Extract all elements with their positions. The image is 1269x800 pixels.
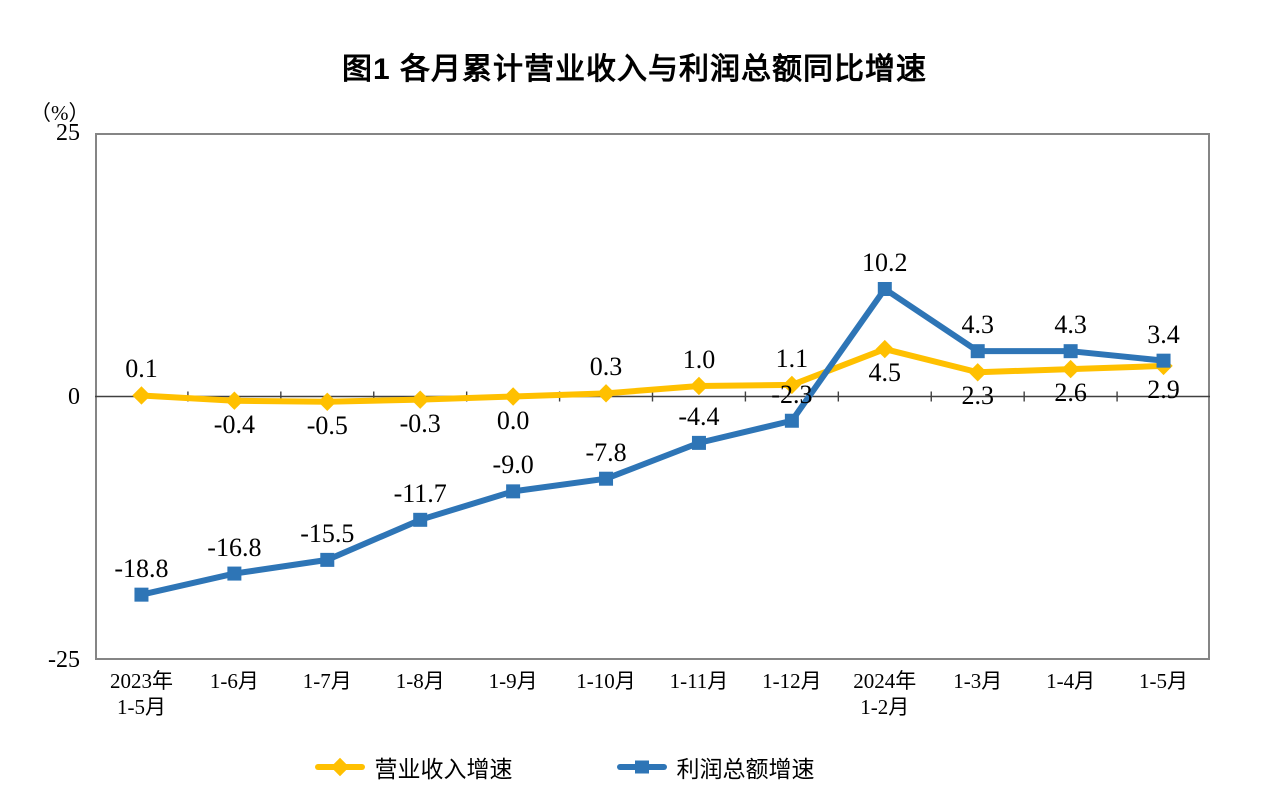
- diamond-marker-icon: [330, 757, 349, 777]
- revenue-data-label: 2.6: [1054, 378, 1087, 408]
- revenue-data-label: 0.3: [589, 352, 623, 382]
- profit-point-marker: [506, 484, 521, 499]
- profit-point-marker: [970, 344, 985, 359]
- x-axis-label: 1-5月: [1139, 669, 1189, 693]
- revenue-point-marker: [411, 390, 430, 409]
- profit-point-marker: [227, 566, 242, 581]
- profit-point-marker: [1063, 344, 1078, 359]
- chart-title: 图1 各月累计营业收入与利润总额同比增速: [341, 53, 928, 86]
- profit-point-marker: [320, 552, 335, 567]
- plot-area: 0.1 -0.4 -0.5 -0.3 0.0 0.3 1.0 1.1 4.5 2.3 2.6 2.9 -…: [95, 133, 1210, 660]
- legend-label-profit: 利润总额增速: [676, 757, 815, 782]
- x-axis-label: 1-7月: [302, 669, 352, 693]
- revenue-point-marker: [782, 375, 802, 395]
- revenue-point-marker: [503, 387, 523, 406]
- x-axis-label: 1-9月: [488, 669, 538, 693]
- y-axis-unit: （%）: [30, 101, 90, 125]
- profit-data-label: 3.4: [1147, 319, 1180, 349]
- revenue-data-label: 1.0: [682, 344, 716, 374]
- square-marker-icon: [634, 760, 649, 774]
- profit-point-marker: [784, 413, 799, 428]
- revenue-data-label: 2.3: [961, 381, 994, 411]
- revenue-data-label: -0.5: [306, 410, 348, 440]
- revenue-point-marker: [318, 392, 337, 411]
- x-axis-label: 1-11月: [669, 669, 729, 693]
- profit-data-label: 4.3: [1054, 310, 1087, 340]
- profit-point-marker: [691, 435, 706, 450]
- profit-data-label: -16.8: [207, 532, 262, 562]
- profit-data-label: -18.8: [114, 553, 169, 583]
- revenue-data-label: 4.5: [868, 358, 902, 388]
- legend-label-revenue: 营业收入增速: [374, 757, 513, 782]
- profit-data-label: -15.5: [300, 518, 355, 548]
- profit-point-marker: [413, 512, 428, 527]
- x-axis-label: 2023年 1-5月: [109, 669, 173, 719]
- profit-data-label: -11.7: [393, 478, 447, 508]
- revenue-point-marker: [689, 376, 709, 396]
- revenue-point-marker: [132, 386, 151, 405]
- profit-point-marker: [1156, 353, 1171, 368]
- legend-item-revenue: 营业收入增速: [314, 750, 513, 784]
- revenue-point-marker: [225, 391, 244, 410]
- profit-data-label: -2.3: [771, 379, 813, 409]
- legend-item-profit: 利润总额增速: [616, 750, 815, 784]
- revenue-data-label: 2.9: [1147, 374, 1180, 404]
- profit-data-label: -9.0: [492, 450, 534, 480]
- profit-line: [138, 285, 1167, 598]
- x-axis-label: 1-6月: [209, 669, 259, 693]
- revenue-data-label: -0.3: [399, 408, 441, 438]
- revenue-data-label: 0.0: [496, 405, 530, 435]
- revenue-point-marker: [596, 384, 616, 403]
- revenue-point-marker: [875, 339, 894, 359]
- revenue-point-marker: [1061, 359, 1080, 379]
- revenue-point-marker: [968, 363, 987, 382]
- revenue-data-label: 0.1: [125, 354, 158, 384]
- x-axis-label: 1-3月: [953, 669, 1003, 693]
- profit-data-label: -4.4: [678, 401, 720, 431]
- profit-data-label: 10.2: [862, 247, 908, 277]
- profit-point-marker: [599, 471, 614, 486]
- revenue-data-label: 1.1: [775, 343, 809, 373]
- profit-data-label: -7.8: [585, 437, 627, 467]
- profit-point-marker: [877, 281, 892, 296]
- profit-data-label: 4.3: [961, 310, 994, 340]
- x-axis-label: 1-4月: [1046, 669, 1096, 693]
- x-axis-label: 1-10月: [576, 669, 636, 693]
- x-axis-label: 2024年 1-2月: [853, 669, 917, 719]
- x-axis-label: 1-12月: [762, 669, 822, 693]
- profit-legend-swatch: [616, 758, 667, 776]
- y-tick-0: 0: [68, 384, 80, 410]
- revenue-data-label: -0.4: [213, 409, 255, 439]
- y-tick-25: 25: [56, 120, 80, 146]
- y-tick-neg25: -25: [48, 647, 80, 673]
- x-axis-label: 1-8月: [395, 669, 445, 693]
- revenue-line: [138, 346, 1167, 405]
- legend: 营业收入增速 利润总额增速: [0, 750, 1199, 784]
- plot-svg: [95, 133, 1210, 660]
- profit-point-marker: [134, 587, 149, 602]
- revenue-legend-swatch: [314, 757, 365, 777]
